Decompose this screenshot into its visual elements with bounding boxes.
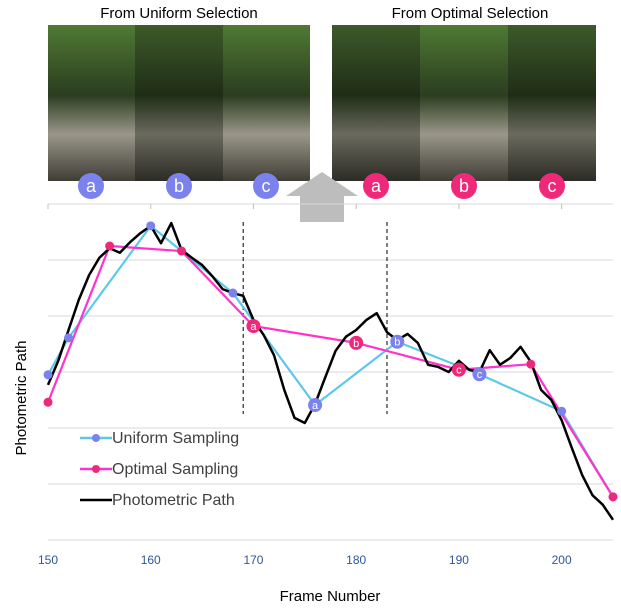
x-tick-label: 160	[141, 553, 161, 567]
photo-label: c	[548, 176, 557, 196]
point-label: c	[477, 369, 483, 381]
point-label: b	[394, 337, 400, 349]
x-tick-label: 170	[243, 553, 263, 567]
images-title: From Uniform Selection	[100, 5, 258, 22]
point	[526, 359, 536, 369]
point	[472, 367, 487, 382]
x-tick-label: 200	[552, 553, 572, 567]
photo	[420, 25, 508, 181]
point	[177, 246, 187, 256]
point-label: b	[353, 338, 359, 350]
y-axis-label: Photometric Path	[13, 340, 30, 455]
point	[146, 221, 156, 231]
legend-marker	[92, 465, 100, 473]
point	[451, 362, 466, 377]
photos	[48, 25, 596, 181]
photo	[135, 25, 223, 181]
point	[349, 335, 364, 350]
photo	[332, 25, 420, 181]
photo-label-badge	[363, 173, 389, 199]
point-label: a	[312, 400, 319, 412]
photo-label: a	[86, 176, 97, 196]
series-line	[46, 221, 615, 521]
point	[557, 406, 567, 416]
point-label: a	[250, 321, 257, 333]
photo	[48, 25, 135, 181]
x-axis-label: Frame Number	[280, 588, 381, 605]
legend-label: Uniform Sampling	[112, 430, 239, 447]
plot: a b c a b c 150 160 170 180 190 200 Frame Number Phot…	[13, 173, 618, 605]
point	[608, 492, 618, 502]
photo-label-badge	[253, 173, 279, 199]
arrow	[286, 172, 358, 222]
x-tick-label: 150	[38, 553, 58, 567]
photo-label: c	[262, 176, 271, 196]
photo-label: a	[371, 176, 382, 196]
photo-label: b	[174, 176, 184, 196]
photo-label: b	[459, 176, 469, 196]
point	[390, 334, 405, 349]
point	[105, 241, 115, 251]
x-tick-label: 180	[346, 553, 366, 567]
images-title: From Optimal Selection	[392, 5, 549, 22]
legend-label: Optimal Sampling	[112, 461, 238, 478]
point	[43, 397, 53, 407]
point	[308, 398, 323, 413]
point	[43, 370, 53, 380]
photo-label-badge	[451, 173, 477, 199]
legend-label: Photometric Path	[112, 492, 235, 509]
photo-label-badge	[166, 173, 192, 199]
series-line	[46, 244, 614, 498]
point	[246, 319, 261, 334]
x-tick-label: 190	[449, 553, 469, 567]
photo-label-badge	[539, 173, 565, 199]
point	[228, 288, 238, 298]
point	[64, 333, 74, 343]
point-label: c	[456, 365, 462, 377]
photo	[508, 25, 596, 181]
photo	[223, 25, 310, 181]
legend-marker	[92, 434, 100, 442]
photo-label-badge	[78, 173, 104, 199]
